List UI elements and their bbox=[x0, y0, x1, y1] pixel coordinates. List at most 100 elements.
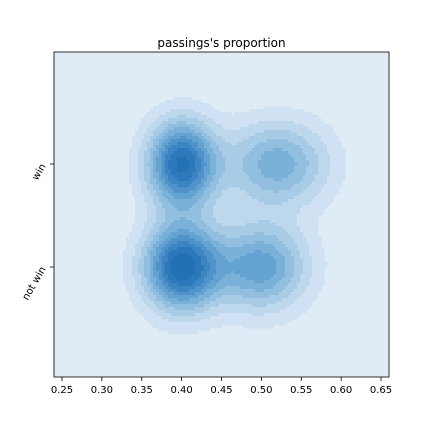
density-band bbox=[306, 169, 319, 173]
density-band bbox=[141, 253, 148, 257]
density-band bbox=[207, 256, 214, 260]
density-band bbox=[216, 199, 259, 203]
density-band bbox=[162, 223, 172, 227]
density-band bbox=[297, 283, 310, 287]
density-band bbox=[198, 301, 211, 305]
density-band bbox=[171, 259, 196, 263]
density-band bbox=[132, 139, 142, 143]
density-band bbox=[147, 238, 154, 242]
density-band bbox=[168, 163, 178, 167]
density-band bbox=[225, 286, 241, 290]
density-band bbox=[318, 166, 331, 170]
density-band bbox=[132, 268, 139, 272]
density-band bbox=[156, 169, 163, 173]
density-band bbox=[165, 196, 175, 200]
density-band bbox=[201, 163, 208, 167]
density-band bbox=[195, 166, 202, 170]
density-band bbox=[174, 190, 190, 194]
density-band bbox=[285, 307, 310, 311]
density-band bbox=[291, 277, 301, 281]
density-band bbox=[153, 142, 160, 146]
density-band bbox=[300, 145, 313, 149]
density-band bbox=[189, 208, 202, 212]
density-band bbox=[294, 274, 301, 278]
density-band bbox=[144, 256, 151, 260]
density-band bbox=[222, 277, 247, 281]
density-band bbox=[198, 142, 205, 146]
density-band bbox=[195, 130, 205, 134]
density-band bbox=[204, 181, 211, 185]
density-band bbox=[135, 250, 142, 254]
density-band bbox=[144, 196, 154, 200]
density-band bbox=[249, 178, 274, 182]
density-band bbox=[201, 274, 208, 278]
density-band bbox=[147, 304, 157, 308]
density-band bbox=[189, 127, 202, 131]
density-band bbox=[204, 169, 211, 173]
density-band bbox=[168, 259, 172, 263]
density-band bbox=[201, 319, 292, 323]
density-band bbox=[129, 172, 139, 176]
density-band bbox=[294, 301, 313, 305]
density-band bbox=[156, 250, 163, 254]
density-band bbox=[168, 283, 178, 287]
density-band bbox=[288, 175, 304, 179]
density-band bbox=[150, 268, 154, 272]
density-band bbox=[255, 250, 262, 254]
density-band bbox=[204, 280, 211, 284]
density-band bbox=[309, 142, 325, 146]
density-band bbox=[210, 163, 217, 167]
density-band bbox=[258, 121, 295, 125]
density-band bbox=[153, 172, 160, 176]
density-band bbox=[264, 130, 292, 134]
density-band bbox=[141, 184, 148, 188]
density-band bbox=[243, 139, 268, 143]
density-band bbox=[141, 295, 148, 299]
density-band bbox=[285, 271, 295, 275]
density-band bbox=[201, 187, 208, 191]
density-band bbox=[192, 283, 202, 287]
density-band bbox=[159, 328, 211, 332]
density-band bbox=[144, 244, 151, 248]
density-band bbox=[150, 181, 157, 185]
density-band bbox=[318, 154, 331, 158]
density-band bbox=[222, 190, 247, 194]
density-band bbox=[150, 151, 154, 155]
density-band bbox=[174, 274, 193, 278]
density-band bbox=[309, 277, 325, 281]
density-band bbox=[210, 262, 217, 266]
density-band bbox=[279, 310, 307, 314]
density-band bbox=[285, 244, 298, 248]
density-band bbox=[204, 220, 217, 224]
density-band bbox=[144, 169, 151, 173]
density-band bbox=[330, 172, 346, 176]
density-band bbox=[192, 133, 202, 137]
density-band bbox=[297, 220, 319, 224]
density-band bbox=[195, 250, 205, 254]
density-band bbox=[147, 235, 154, 239]
density-band bbox=[186, 217, 202, 221]
density-band bbox=[156, 265, 163, 269]
density-band bbox=[132, 301, 145, 305]
density-band bbox=[165, 229, 178, 233]
density-band bbox=[135, 280, 142, 284]
density-band bbox=[201, 283, 208, 287]
density-band bbox=[204, 136, 211, 140]
density-band bbox=[219, 196, 253, 200]
density-band bbox=[165, 208, 178, 212]
density-band bbox=[138, 262, 145, 266]
density-band bbox=[174, 196, 193, 200]
x-tick-label: 0.35 bbox=[131, 385, 153, 396]
density-band bbox=[129, 166, 139, 170]
density-band bbox=[210, 250, 220, 254]
density-band bbox=[171, 202, 196, 206]
density-band bbox=[327, 151, 346, 155]
density-band bbox=[195, 178, 202, 182]
density-band bbox=[240, 286, 274, 290]
density-band bbox=[207, 274, 214, 278]
density-band bbox=[195, 244, 205, 248]
density-band bbox=[150, 253, 157, 257]
density-band bbox=[288, 295, 301, 299]
density-band bbox=[303, 262, 313, 266]
density-band bbox=[186, 136, 199, 140]
